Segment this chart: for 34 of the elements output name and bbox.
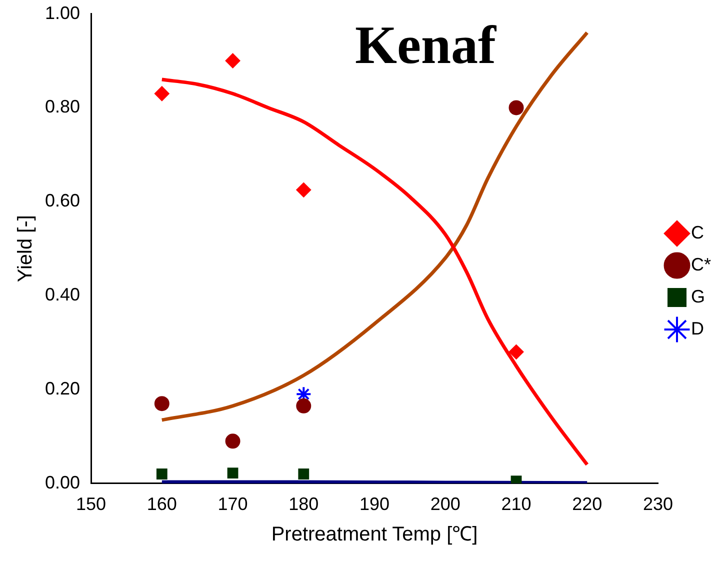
point <box>225 53 240 68</box>
x-tick-label: 210 <box>501 494 532 514</box>
point <box>154 86 170 102</box>
x-tick-label: 200 <box>430 494 460 514</box>
x-tick-label: 190 <box>359 494 390 514</box>
legend-label: G <box>690 286 706 306</box>
x-tick-label: 170 <box>218 494 248 514</box>
legend-label: C <box>690 222 704 242</box>
x-tick-label: 160 <box>146 494 177 514</box>
point <box>508 344 524 360</box>
point <box>296 398 312 414</box>
point <box>298 468 310 480</box>
point <box>156 468 168 480</box>
point <box>227 468 238 479</box>
x-tick-label: 180 <box>288 494 319 514</box>
y-tick-label: 0.00 <box>44 472 80 492</box>
y-tick-label: 0.20 <box>44 378 80 398</box>
x-tick-label: 220 <box>572 494 602 514</box>
x-tick-label: 230 <box>642 494 674 514</box>
legend-label: C* <box>690 254 712 274</box>
point <box>154 396 170 412</box>
y-axis-title: Yield [-] <box>14 215 37 282</box>
y-tick-label: 1.00 <box>44 2 80 23</box>
chart-title: Kenaf <box>355 14 498 75</box>
x-tick-label: 150 <box>76 494 106 514</box>
point <box>508 100 524 116</box>
y-tick-label: 0.40 <box>44 284 80 305</box>
line-series <box>160 78 589 466</box>
point <box>296 182 312 198</box>
legend-label: D <box>690 318 704 338</box>
y-tick-label: 0.80 <box>44 96 80 117</box>
point <box>225 434 240 449</box>
y-tick-label: 0.60 <box>44 190 80 211</box>
x-axis-title: Pretreatment Temp [℃] <box>271 524 478 546</box>
